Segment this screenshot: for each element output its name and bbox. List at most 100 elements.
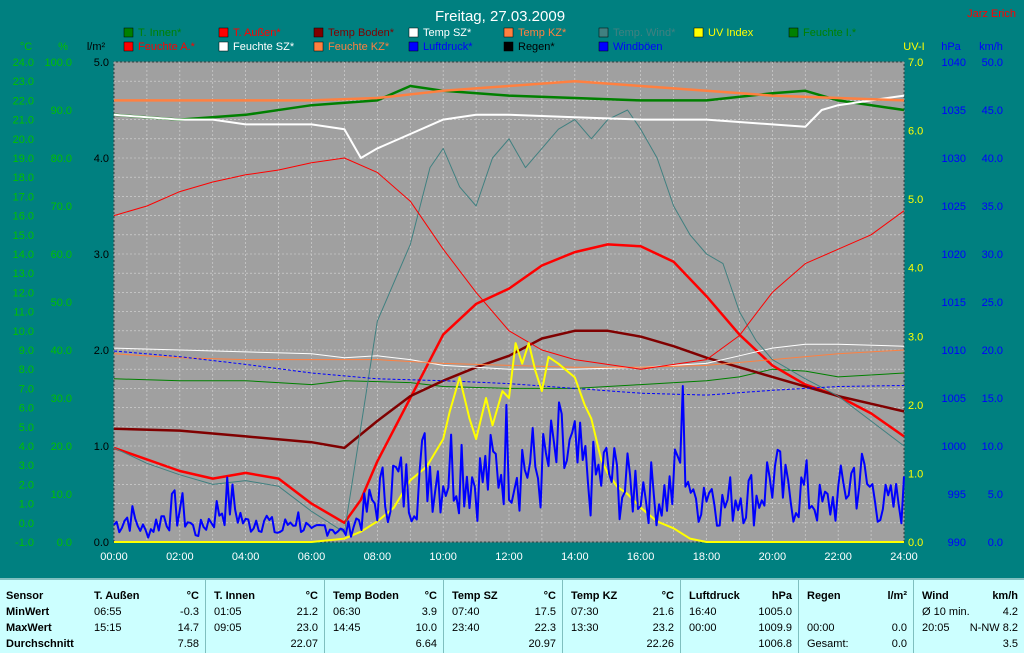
- tick-time: 20:00: [759, 551, 787, 563]
- tick-humidity: 40.0: [51, 345, 72, 357]
- tick-wind: 50.0: [982, 57, 1003, 69]
- stats-cell-value: N-NW 8.2: [969, 622, 1018, 634]
- legend-swatch: [788, 27, 799, 38]
- stats-cell-value: 3.9: [421, 606, 437, 618]
- tick-pressure: 1035: [942, 105, 966, 117]
- statistics-panel: Sensor MinWert MaxWert Durchschnitt T. A…: [0, 578, 1024, 653]
- tick-temp: -1.0: [15, 537, 34, 549]
- tick-temp: 3.0: [19, 460, 34, 472]
- stats-column: Luftdruck hPa 16:40 1005.0 00:00 1009.9 1006.8: [680, 580, 798, 653]
- series-lines: [113, 79, 905, 543]
- stats-avg-label: Durchschnitt: [6, 638, 74, 650]
- stats-cell-label: T. Innen: [214, 590, 255, 602]
- stats-cell-label: 15:15: [94, 622, 122, 634]
- tick-wind: 0.0: [988, 537, 1003, 549]
- series-line: [113, 84, 905, 121]
- stats-cell-label: 01:05: [214, 606, 242, 618]
- legend-swatch: [693, 27, 704, 38]
- stats-column: Temp SZ °C 07:40 17.5 23:40 22.3 20.97: [443, 580, 562, 653]
- tick-temp: 1.0: [19, 499, 34, 511]
- stats-cell-label: Regen: [807, 590, 841, 602]
- stats-cell-value: 3.5: [1002, 638, 1018, 650]
- tick-rain: 4.0: [94, 153, 109, 165]
- legend-entry: Temp SZ*: [423, 27, 472, 39]
- tick-time: 24:00: [890, 551, 918, 563]
- legend-entry: Windböen: [613, 41, 663, 53]
- stats-cell-label: 20:05: [922, 622, 950, 634]
- tick-time: 16:00: [627, 551, 655, 563]
- tick-temp: 15.0: [13, 230, 34, 242]
- stats-cell-label: 14:45: [333, 622, 361, 634]
- tick-temp: 14.0: [13, 249, 34, 261]
- stats-cell-value: 6.64: [415, 638, 437, 650]
- tick-temp: 16.0: [13, 211, 34, 223]
- tick-wind: 30.0: [982, 249, 1003, 261]
- tick-time: 14:00: [561, 551, 589, 563]
- tick-humidity: 30.0: [51, 393, 72, 405]
- legend-swatch: [503, 41, 514, 52]
- stats-column: Wind km/h Ø 10 min. 4.2 20:05 N-NW 8.2 3.5: [913, 580, 1024, 653]
- tick-humidity: 80.0: [51, 153, 72, 165]
- stats-cell-value: °C: [186, 590, 199, 602]
- stats-cell-label: 06:55: [94, 606, 122, 618]
- stats-cell-value: 0.0: [891, 622, 907, 634]
- stats-cell-value: km/h: [992, 590, 1018, 602]
- tick-pressure: 1005: [942, 393, 966, 405]
- series-line: [113, 343, 905, 370]
- legend-swatch: [598, 27, 609, 38]
- stats-column: T. Außen °C 06:55 -0.3 15:15 14.7 7.58: [86, 580, 205, 653]
- stats-cell-value: 22.07: [290, 638, 318, 650]
- legend-swatch: [408, 41, 419, 52]
- stats-cell-label: Temp SZ: [452, 590, 498, 602]
- stats-cell-label: 00:00: [689, 622, 717, 634]
- legend-swatch: [313, 41, 324, 52]
- stats-cell-label: Temp KZ: [571, 590, 618, 602]
- tick-rain: 0.0: [94, 537, 109, 549]
- tick-pressure: 1015: [942, 297, 966, 309]
- stats-column: Temp Boden °C 06:30 3.9 14:45 10.0 6.64: [324, 580, 443, 653]
- stats-cell-value: 21.6: [652, 606, 674, 618]
- tick-rain: 2.0: [94, 345, 109, 357]
- tick-wind: 20.0: [982, 345, 1003, 357]
- stats-cell-value: 22.26: [646, 638, 674, 650]
- stats-cell-value: 23.2: [652, 622, 674, 634]
- tick-uv: 7.0: [908, 57, 923, 69]
- legend-swatch: [598, 41, 609, 52]
- legend-swatch: [503, 27, 514, 38]
- axis-unit-wind: km/h: [979, 41, 1003, 53]
- tick-temp: 20.0: [13, 134, 34, 146]
- tick-temp: 10.0: [13, 326, 34, 338]
- series-line: [113, 109, 905, 533]
- series-line: [113, 385, 905, 539]
- axis-unit-press: hPa: [941, 41, 961, 53]
- stats-cell-value: 4.2: [1002, 606, 1018, 618]
- stats-cell-value: 1005.0: [758, 606, 792, 618]
- weather-chart: Freitag, 27.03.2009 Jarz Erich T. Innen*…: [13, 8, 1016, 563]
- legend-swatch: [408, 27, 419, 38]
- tick-humidity: 0.0: [57, 537, 72, 549]
- tick-temp: 23.0: [13, 76, 34, 88]
- axis-unit-temp: °C: [20, 41, 32, 53]
- tick-pressure: 1025: [942, 201, 966, 213]
- tick-temp: 18.0: [13, 172, 34, 184]
- tick-humidity: 90.0: [51, 105, 72, 117]
- tick-wind: 15.0: [982, 393, 1003, 405]
- stats-cell-value: 17.5: [534, 606, 556, 618]
- tick-pressure: 995: [948, 489, 966, 501]
- tick-wind: 40.0: [982, 153, 1003, 165]
- tick-time: 10:00: [429, 551, 457, 563]
- axis-unit-hum: %: [58, 41, 68, 53]
- legend-swatch: [313, 27, 324, 38]
- stats-cell-value: hPa: [771, 590, 792, 602]
- stats-cell-value: °C: [305, 590, 318, 602]
- legend-entry: Regen*: [518, 41, 555, 53]
- tick-temp: 24.0: [13, 57, 34, 69]
- tick-temp: 11.0: [13, 307, 34, 319]
- tick-wind: 25.0: [982, 297, 1003, 309]
- stats-cell-value: 0.0: [891, 638, 907, 650]
- tick-pressure: 1030: [942, 153, 966, 165]
- tick-uv: 6.0: [908, 126, 923, 138]
- stats-column: T. Innen °C 01:05 21.2 09:05 23.0 22.07: [205, 580, 324, 653]
- tick-humidity: 10.0: [51, 489, 72, 501]
- tick-humidity: 60.0: [51, 249, 72, 261]
